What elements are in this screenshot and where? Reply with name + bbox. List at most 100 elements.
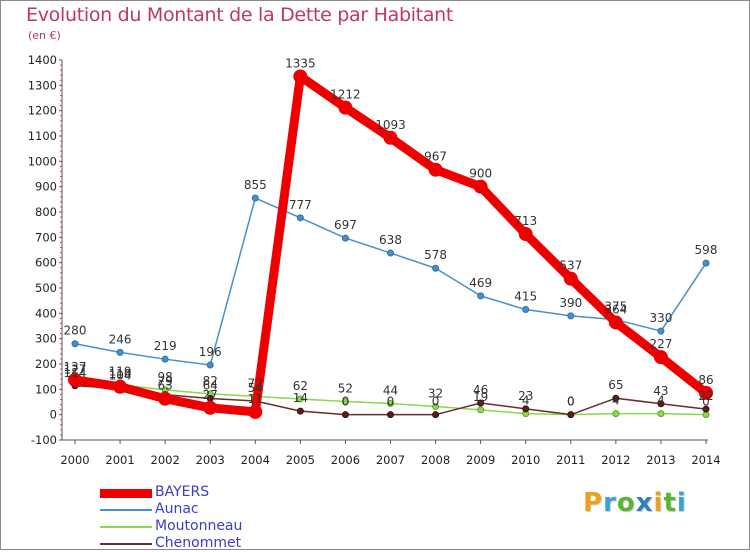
data-label-aunac: 697	[334, 218, 357, 232]
data-point-moutonneau	[612, 410, 620, 418]
data-label-aunac: 578	[424, 248, 447, 262]
chart-unit: (en €)	[28, 29, 61, 42]
data-point-moutonneau	[657, 410, 665, 418]
data-point-chenommet	[567, 411, 575, 419]
data-label-aunac: 280	[64, 324, 87, 338]
data-label-chenommet: 0	[567, 395, 575, 409]
data-label-aunac: 855	[244, 178, 267, 192]
chart-title: Evolution du Montant de la Dette par Hab…	[26, 4, 454, 26]
data-point-aunac	[71, 340, 79, 348]
legend-swatch	[100, 509, 152, 511]
data-label-chenommet: 79	[158, 375, 173, 389]
x-tick-label: 2007	[376, 453, 405, 467]
y-tick-label: 0	[50, 408, 57, 422]
data-label-moutonneau: 19	[473, 390, 488, 404]
data-label-aunac: 246	[109, 332, 132, 346]
data-point-bayers	[653, 350, 668, 365]
data-label-chenommet: 104	[109, 368, 132, 382]
data-label-aunac: 598	[695, 243, 718, 257]
data-point-bayers	[68, 372, 82, 387]
data-point-aunac	[296, 214, 304, 222]
data-label-bayers: 137	[64, 360, 87, 374]
x-tick-label: 2006	[331, 453, 360, 467]
x-tick-label: 2000	[60, 453, 89, 467]
data-label-bayers: 63	[158, 379, 173, 393]
data-point-bayers	[563, 271, 578, 286]
x-tick-label: 2010	[511, 453, 540, 467]
data-label-aunac: 330	[649, 311, 672, 325]
y-tick-label: 1400	[28, 53, 57, 67]
y-tick-label: 1100	[28, 129, 57, 143]
data-label-aunac: 777	[289, 198, 312, 212]
data-label-aunac: 196	[199, 345, 222, 359]
y-tick-label: 700	[35, 230, 57, 244]
data-point-bayers	[113, 379, 128, 394]
data-point-bayers	[248, 404, 263, 419]
data-label-aunac: 375	[604, 300, 627, 314]
data-label-bayers: 1093	[375, 118, 406, 132]
legend-label: BAYERS	[155, 484, 210, 500]
series-layer	[68, 69, 713, 419]
data-label-bayers: 1212	[330, 88, 361, 102]
data-label-bayers: 364	[604, 302, 627, 316]
data-label-bayers: 713	[514, 214, 537, 228]
data-label-aunac: 638	[379, 233, 402, 247]
proxiti-logo: Proxiti	[583, 488, 687, 518]
data-label-moutonneau: 82	[203, 374, 218, 388]
data-label-moutonneau: 4	[657, 394, 665, 408]
data-point-bayers	[473, 179, 488, 194]
y-tick-label: 500	[35, 281, 57, 295]
data-point-aunac	[387, 249, 394, 257]
data-point-chenommet	[657, 400, 665, 408]
data-point-chenommet	[477, 399, 485, 407]
data-label-bayers: 11	[248, 392, 263, 406]
data-point-bayers	[293, 69, 308, 84]
data-label-moutonneau: 52	[338, 381, 353, 395]
data-point-aunac	[522, 306, 530, 314]
x-tick-label: 2013	[646, 453, 675, 467]
data-point-aunac	[567, 312, 575, 320]
data-label-bayers: 537	[559, 259, 582, 273]
logo-letter: i	[653, 488, 664, 518]
data-label-moutonneau: 98	[158, 370, 173, 384]
legend-swatch	[100, 543, 152, 545]
legend-label: Moutonneau	[155, 518, 243, 534]
y-tick-label: 1000	[28, 154, 57, 168]
data-point-moutonneau	[296, 395, 304, 403]
x-tick-label: 2003	[196, 453, 225, 467]
data-label-moutonneau: 62	[293, 379, 308, 393]
data-point-aunac	[161, 355, 169, 363]
data-point-chenommet	[432, 411, 440, 419]
data-label-chenommet: 14	[293, 391, 308, 405]
data-point-moutonneau	[477, 406, 485, 414]
y-tick-label: 600	[35, 256, 57, 270]
data-label-moutonneau: 0	[567, 395, 575, 409]
data-point-bayers	[203, 400, 218, 415]
data-point-aunac	[477, 292, 485, 300]
data-point-aunac	[702, 259, 710, 267]
x-tick-label: 2008	[421, 453, 450, 467]
data-point-bayers	[338, 100, 353, 115]
data-label-aunac: 415	[514, 290, 537, 304]
data-label-bayers: 110	[109, 367, 132, 381]
x-tick-label: 2011	[556, 453, 585, 467]
data-label-moutonneau: 72	[248, 376, 263, 390]
x-tick-label: 2001	[105, 453, 134, 467]
data-label-moutonneau: 32	[428, 387, 443, 401]
x-tick-label: 2009	[466, 453, 495, 467]
data-label-chenommet: 43	[653, 384, 668, 398]
data-point-moutonneau	[432, 403, 440, 411]
y-tick-label: 100	[35, 382, 57, 396]
data-label-chenommet: 23	[518, 389, 533, 403]
data-label-moutonneau: 4	[612, 394, 620, 408]
data-label-chenommet: 0	[387, 395, 395, 409]
data-point-aunac	[251, 194, 259, 202]
data-point-chenommet	[387, 411, 394, 419]
data-label-bayers: 227	[649, 337, 672, 351]
data-label-chenommet: 46	[473, 383, 488, 397]
data-label-bayers: 86	[698, 373, 713, 387]
legend-swatch	[100, 526, 152, 528]
legend-label: Chenommet	[155, 535, 242, 551]
data-point-aunac	[657, 327, 665, 335]
data-point-aunac	[116, 348, 124, 356]
